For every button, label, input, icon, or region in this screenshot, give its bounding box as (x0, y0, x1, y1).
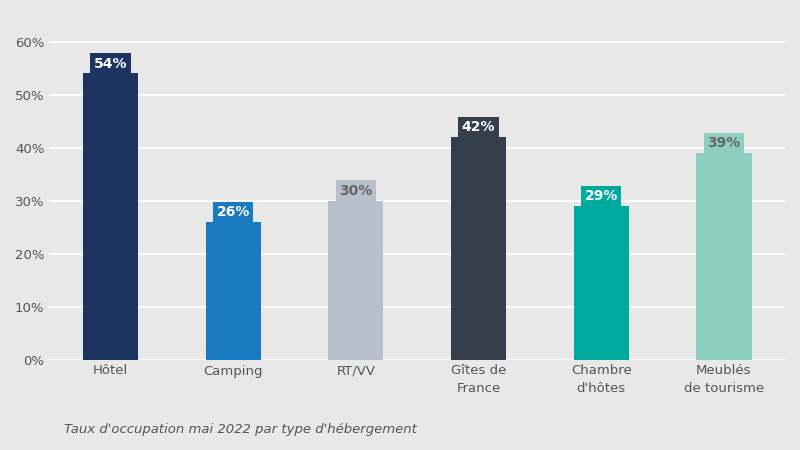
Bar (451, 137, 506, 360)
Text: 39%: 39% (707, 136, 741, 150)
Text: 54%: 54% (94, 57, 127, 71)
Bar (574, 206, 629, 360)
Text: 26%: 26% (217, 205, 250, 219)
Bar (696, 153, 751, 360)
Bar (82, 73, 138, 360)
Bar (328, 201, 383, 360)
Text: 29%: 29% (585, 189, 618, 203)
Text: 42%: 42% (462, 120, 495, 134)
Text: Taux d'occupation mai 2022 par type d'hébergement: Taux d'occupation mai 2022 par type d'hé… (64, 423, 417, 436)
Bar (206, 222, 261, 360)
Text: 30%: 30% (339, 184, 373, 198)
